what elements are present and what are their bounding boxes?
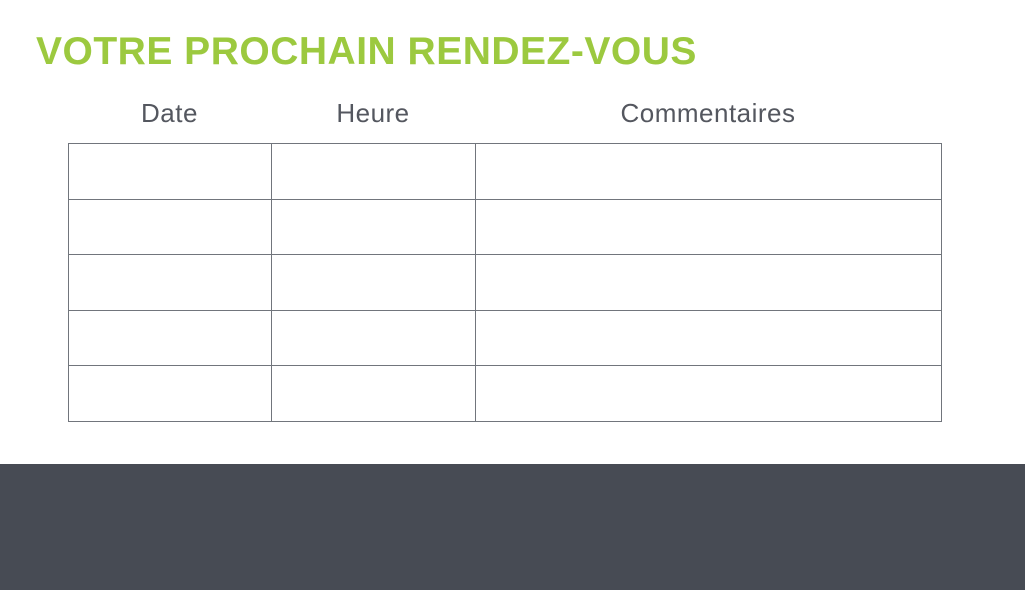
table-row (68, 198, 942, 255)
table-cell (271, 198, 476, 255)
table-cell (271, 143, 476, 200)
page-title: VOTRE PROCHAIN RENDEZ-VOUS (36, 30, 697, 73)
column-header-heure: Heure (336, 98, 410, 128)
appointment-table (68, 143, 942, 422)
table-cell (68, 254, 272, 311)
column-header-date: Date (141, 98, 198, 128)
table-cell (475, 254, 942, 311)
table-cell (475, 365, 942, 422)
appointment-table-body (68, 143, 942, 422)
table-cell (271, 309, 476, 366)
footer-band (0, 464, 1025, 590)
table-cell (475, 198, 942, 255)
column-header-commentaires: Commentaires (620, 98, 796, 128)
table-cell (475, 309, 942, 366)
table-cell (271, 365, 476, 422)
table-row (68, 309, 942, 366)
table-row (68, 143, 942, 200)
table-row (68, 365, 942, 422)
table-cell (68, 143, 272, 200)
table-row (68, 254, 942, 311)
table-cell (475, 143, 942, 200)
table-cell (68, 365, 272, 422)
table-cell (271, 254, 476, 311)
table-header-row: Date Heure Commentaires (68, 98, 941, 129)
table-cell (68, 309, 272, 366)
table-cell (68, 198, 272, 255)
